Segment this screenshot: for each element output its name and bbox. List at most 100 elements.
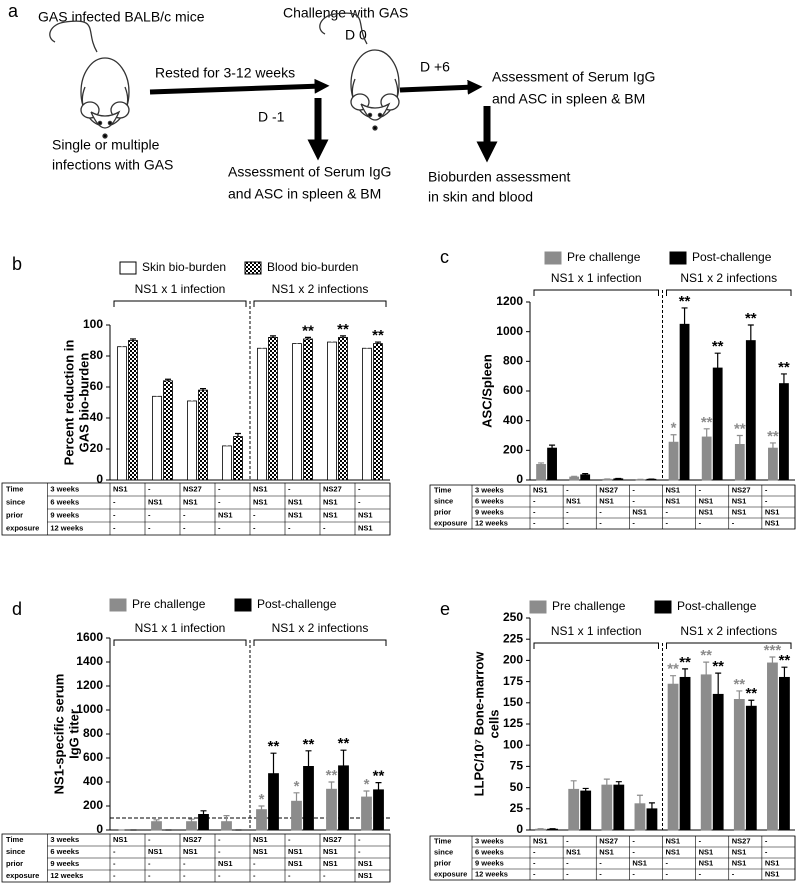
table-cell: NS1 — [732, 507, 747, 516]
table-row-label: 3 weeks — [50, 835, 79, 844]
label: Rested for 3-12 weeks — [155, 65, 295, 81]
bar — [779, 676, 790, 831]
table-cell: - — [699, 869, 702, 878]
group-bracket — [533, 289, 659, 296]
y-tick-label: 80 — [90, 348, 104, 362]
table-cell: - — [358, 847, 361, 856]
table-cell: - — [666, 858, 669, 867]
table-cell: NS1 — [288, 510, 303, 519]
bar — [187, 400, 197, 481]
error-bar — [293, 792, 300, 802]
table-cell: NS1 — [765, 518, 780, 527]
table-cell: NS1 — [632, 858, 647, 867]
table-cell: - — [148, 510, 151, 519]
bar — [128, 340, 138, 481]
error-bar — [235, 432, 241, 437]
legend-swatch — [119, 261, 137, 275]
table-cell: NS27 — [732, 485, 751, 494]
error-bar — [375, 782, 382, 790]
table-row-label: 6 weeks — [475, 847, 504, 856]
bar — [256, 809, 267, 831]
bar — [569, 476, 580, 481]
error-bar — [648, 802, 655, 809]
y-tick-label: 200 — [503, 443, 523, 457]
error-bar — [582, 473, 589, 475]
label: in skin and blood — [428, 189, 533, 205]
significance-mark: ** — [733, 676, 745, 693]
legend-swatch — [234, 598, 252, 612]
table-cell: - — [732, 869, 735, 878]
table-cell: - — [183, 859, 186, 868]
table-cell: - — [632, 869, 635, 878]
y-tick-label: 250 — [503, 610, 523, 624]
table-cell: NS1 — [113, 835, 128, 844]
table-cell: NS1 — [699, 858, 714, 867]
table-cell: NS1 — [699, 507, 714, 516]
error-bar — [571, 475, 578, 478]
bar — [198, 389, 208, 481]
table-row-label: 6 weeks — [50, 497, 79, 506]
table-row-header: prior — [434, 858, 451, 867]
table-cell: - — [632, 518, 635, 527]
group-bracket — [666, 289, 792, 296]
error-bar — [329, 339, 335, 343]
error-bar — [270, 752, 277, 774]
legend-swatch — [109, 598, 127, 612]
significance-mark: * — [259, 791, 265, 808]
table-cell: - — [113, 859, 116, 868]
error-bar — [703, 428, 710, 437]
table-row-header: prior — [6, 859, 23, 868]
significance-mark: ** — [326, 767, 338, 784]
bar — [221, 821, 232, 831]
table-cell: NS1 — [666, 485, 681, 494]
table-cell: - — [533, 507, 536, 516]
bar — [303, 766, 314, 831]
error-bar — [615, 781, 622, 786]
error-bar — [305, 750, 312, 767]
bar — [361, 796, 372, 831]
y-tick-label: 600 — [83, 750, 103, 764]
table-cell: - — [699, 518, 702, 527]
legend-label: Pre challenge — [132, 597, 206, 611]
table-cell: NS1 — [699, 847, 714, 856]
table-cell: NS1 — [358, 523, 373, 532]
bar — [779, 383, 789, 481]
table-cell: NS1 — [566, 496, 581, 505]
label: Assessment of Serum IgG — [228, 164, 391, 180]
y-tick-label: 1200 — [76, 678, 103, 692]
chart-panel: e 0 25 50 75 100 125 150 175 200 225 250 LLPC/10⁷ Bo… — [440, 599, 795, 836]
group-bracket — [113, 639, 247, 646]
y-tick-label: 100 — [83, 317, 103, 331]
bar — [268, 336, 278, 481]
table-cell: - — [533, 869, 536, 878]
table-row-header: prior — [6, 510, 23, 519]
table-cell: NS1 — [765, 869, 780, 878]
bar — [580, 790, 592, 831]
table-cell: - — [113, 510, 116, 519]
table-cell: - — [566, 485, 569, 494]
table-cell: - — [533, 518, 536, 527]
panel-label: a — [8, 1, 19, 21]
error-bar — [328, 781, 335, 790]
table-cell: NS1 — [358, 859, 373, 868]
table-cell: NS27 — [183, 484, 202, 493]
significance-mark: * — [294, 778, 300, 795]
error-bar — [781, 666, 788, 678]
y-tick-label: 800 — [83, 726, 103, 740]
table-row-header: exposure — [434, 518, 467, 527]
error-bar — [603, 778, 610, 786]
bar — [700, 674, 712, 831]
table-cell: NS1 — [288, 497, 303, 506]
bar — [303, 338, 313, 481]
significance-mark: ** — [745, 685, 757, 702]
table-cell: - — [218, 523, 221, 532]
bar — [198, 814, 209, 831]
significance-mark: ** — [779, 652, 791, 669]
error-bar — [165, 378, 171, 381]
table-cell: NS1 — [732, 496, 747, 505]
significance-mark: ** — [712, 338, 724, 355]
y-tick-label: 200 — [83, 798, 103, 812]
error-bar — [714, 352, 721, 369]
y-tick-label: 400 — [83, 774, 103, 788]
group-bracket — [666, 642, 792, 649]
